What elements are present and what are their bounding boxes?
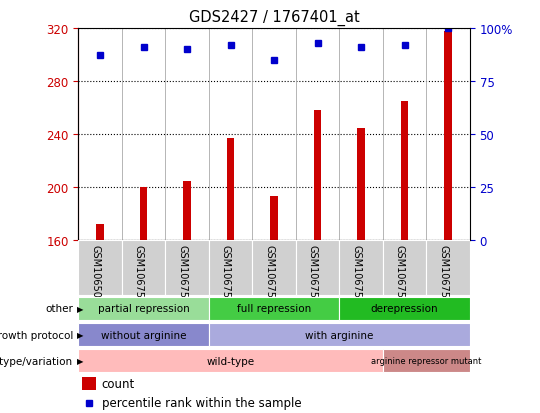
Text: other: other: [45, 304, 73, 314]
Text: GSM106755: GSM106755: [264, 244, 274, 304]
Bar: [383, 240, 426, 296]
Bar: [426, 240, 470, 296]
Bar: [339, 297, 470, 320]
Text: percentile rank within the sample: percentile rank within the sample: [102, 396, 301, 409]
Text: GSM106504: GSM106504: [90, 244, 100, 303]
Bar: [140, 187, 147, 240]
Bar: [227, 138, 234, 240]
Text: without arginine: without arginine: [101, 330, 186, 340]
Text: arginine repressor mutant: arginine repressor mutant: [371, 356, 482, 365]
Bar: [339, 240, 383, 296]
Text: GSM106753: GSM106753: [220, 244, 231, 304]
Bar: [209, 323, 470, 347]
Bar: [122, 240, 165, 296]
Bar: [357, 129, 365, 240]
Text: ▶: ▶: [77, 356, 83, 365]
Text: GSM106751: GSM106751: [133, 244, 144, 304]
Text: count: count: [102, 377, 135, 390]
Text: ▶: ▶: [77, 304, 83, 313]
Text: full repression: full repression: [237, 304, 311, 314]
Bar: [296, 240, 339, 296]
Bar: [78, 349, 383, 373]
Text: GSM106756: GSM106756: [308, 244, 318, 304]
Text: GSM106752: GSM106752: [177, 244, 187, 304]
Text: with arginine: with arginine: [305, 330, 374, 340]
Bar: [209, 240, 252, 296]
Bar: [401, 102, 408, 240]
Text: GSM106759: GSM106759: [438, 244, 448, 304]
Bar: [270, 197, 278, 240]
Bar: [78, 240, 122, 296]
Bar: [252, 240, 296, 296]
Bar: [183, 182, 191, 240]
Title: GDS2427 / 1767401_at: GDS2427 / 1767401_at: [188, 10, 360, 26]
Bar: [314, 111, 321, 240]
Bar: [209, 297, 339, 320]
Bar: [383, 349, 470, 373]
Text: GSM106758: GSM106758: [395, 244, 404, 304]
Bar: [78, 297, 209, 320]
Bar: [78, 323, 209, 347]
Text: wild-type: wild-type: [206, 356, 255, 366]
Bar: [165, 240, 209, 296]
Text: genotype/variation: genotype/variation: [0, 356, 73, 366]
Bar: [82, 377, 96, 389]
Text: ▶: ▶: [77, 330, 83, 339]
Text: GSM106757: GSM106757: [351, 244, 361, 304]
Text: growth protocol: growth protocol: [0, 330, 73, 340]
Text: derepression: derepression: [371, 304, 438, 314]
Bar: [96, 224, 104, 240]
Bar: [444, 31, 452, 240]
Text: partial repression: partial repression: [98, 304, 190, 314]
